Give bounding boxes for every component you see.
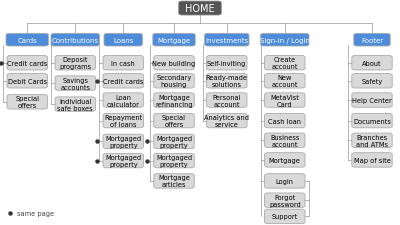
Text: Help Center: Help Center (352, 98, 392, 104)
Text: Mortgage
articles: Mortgage articles (158, 175, 190, 188)
Text: Mortgage: Mortgage (269, 157, 301, 163)
FancyBboxPatch shape (265, 153, 305, 167)
Text: Forgot
password: Forgot password (269, 194, 301, 207)
FancyBboxPatch shape (154, 114, 194, 128)
Text: Branches
and ATMs: Branches and ATMs (356, 134, 388, 147)
FancyBboxPatch shape (265, 133, 305, 148)
Text: Savings
accounts: Savings accounts (60, 77, 90, 90)
FancyBboxPatch shape (352, 133, 392, 148)
FancyBboxPatch shape (154, 93, 194, 108)
Text: Debit Cards: Debit Cards (8, 79, 47, 84)
Text: Loan
calculator: Loan calculator (107, 94, 140, 107)
Text: Support: Support (272, 214, 298, 219)
Text: Deposit
programs: Deposit programs (59, 57, 91, 70)
FancyBboxPatch shape (206, 93, 247, 108)
Text: MetaVist
Card: MetaVist Card (270, 94, 299, 107)
FancyBboxPatch shape (7, 95, 48, 110)
FancyBboxPatch shape (154, 174, 194, 188)
Text: Self-inviting: Self-inviting (207, 61, 246, 66)
FancyBboxPatch shape (154, 154, 194, 168)
Text: Sign-in / Login: Sign-in / Login (260, 38, 310, 43)
FancyBboxPatch shape (7, 56, 48, 71)
Text: Create
account: Create account (272, 57, 298, 70)
Text: Ready-made
solutions: Ready-made solutions (206, 75, 248, 88)
FancyBboxPatch shape (7, 74, 48, 89)
Text: Mortgaged
property: Mortgaged property (105, 154, 141, 167)
Text: same page: same page (17, 210, 54, 216)
FancyBboxPatch shape (154, 56, 194, 71)
FancyBboxPatch shape (265, 114, 305, 128)
Text: Safety: Safety (361, 79, 383, 84)
FancyBboxPatch shape (6, 34, 48, 47)
FancyBboxPatch shape (352, 56, 392, 71)
FancyBboxPatch shape (103, 135, 144, 149)
Text: New building: New building (152, 61, 196, 66)
Text: Mortgage
refinancing: Mortgage refinancing (155, 94, 193, 107)
Text: Map of site: Map of site (354, 157, 390, 163)
Text: Cash loan: Cash loan (268, 118, 301, 124)
FancyBboxPatch shape (103, 74, 144, 89)
Text: Mortgage: Mortgage (158, 38, 190, 43)
FancyBboxPatch shape (55, 56, 96, 71)
FancyBboxPatch shape (352, 114, 392, 128)
FancyBboxPatch shape (206, 114, 247, 128)
Text: HOME: HOME (185, 4, 215, 14)
Text: Investments: Investments (205, 38, 248, 43)
Text: Individual
safe boxes: Individual safe boxes (57, 98, 93, 111)
FancyBboxPatch shape (206, 56, 247, 71)
FancyBboxPatch shape (265, 193, 305, 207)
FancyBboxPatch shape (352, 74, 392, 89)
Text: Mortgaged
property: Mortgaged property (156, 154, 192, 167)
Text: Repayment
of loans: Repayment of loans (104, 115, 142, 128)
FancyBboxPatch shape (352, 93, 392, 108)
FancyBboxPatch shape (51, 34, 100, 47)
FancyBboxPatch shape (103, 56, 144, 71)
Text: Analytics and
service: Analytics and service (204, 115, 249, 128)
Text: Secondary
housing: Secondary housing (156, 75, 192, 88)
Text: Business
account: Business account (270, 134, 300, 147)
FancyBboxPatch shape (265, 74, 305, 89)
Text: Special
offers: Special offers (15, 96, 39, 109)
Text: Special
offers: Special offers (162, 115, 186, 128)
FancyBboxPatch shape (55, 76, 96, 91)
FancyBboxPatch shape (153, 34, 195, 47)
FancyBboxPatch shape (354, 34, 390, 47)
Text: About: About (362, 61, 382, 66)
Text: Footer: Footer (361, 38, 383, 43)
FancyBboxPatch shape (206, 74, 247, 89)
Text: Loans: Loans (113, 38, 133, 43)
Text: New
account: New account (272, 75, 298, 88)
Text: Mortgaged
property: Mortgaged property (156, 135, 192, 148)
Text: In cash: In cash (111, 61, 135, 66)
Text: Mortgaged
property: Mortgaged property (105, 135, 141, 148)
Text: Credit cards: Credit cards (103, 79, 143, 84)
Text: Cards: Cards (17, 38, 37, 43)
FancyBboxPatch shape (103, 93, 144, 108)
FancyBboxPatch shape (204, 34, 249, 47)
FancyBboxPatch shape (103, 154, 144, 168)
FancyBboxPatch shape (265, 93, 305, 108)
FancyBboxPatch shape (265, 174, 305, 188)
Text: Login: Login (276, 178, 294, 184)
Text: Contributions: Contributions (52, 38, 99, 43)
FancyBboxPatch shape (55, 97, 96, 112)
FancyBboxPatch shape (261, 34, 309, 47)
FancyBboxPatch shape (104, 34, 142, 47)
FancyBboxPatch shape (154, 135, 194, 149)
FancyBboxPatch shape (103, 114, 144, 128)
FancyBboxPatch shape (352, 153, 392, 167)
FancyBboxPatch shape (154, 74, 194, 89)
FancyBboxPatch shape (265, 209, 305, 224)
FancyBboxPatch shape (265, 56, 305, 71)
Text: Personal
account: Personal account (212, 94, 241, 107)
Text: Credit cards: Credit cards (7, 61, 47, 66)
Text: Documents: Documents (353, 118, 391, 124)
FancyBboxPatch shape (179, 2, 221, 16)
